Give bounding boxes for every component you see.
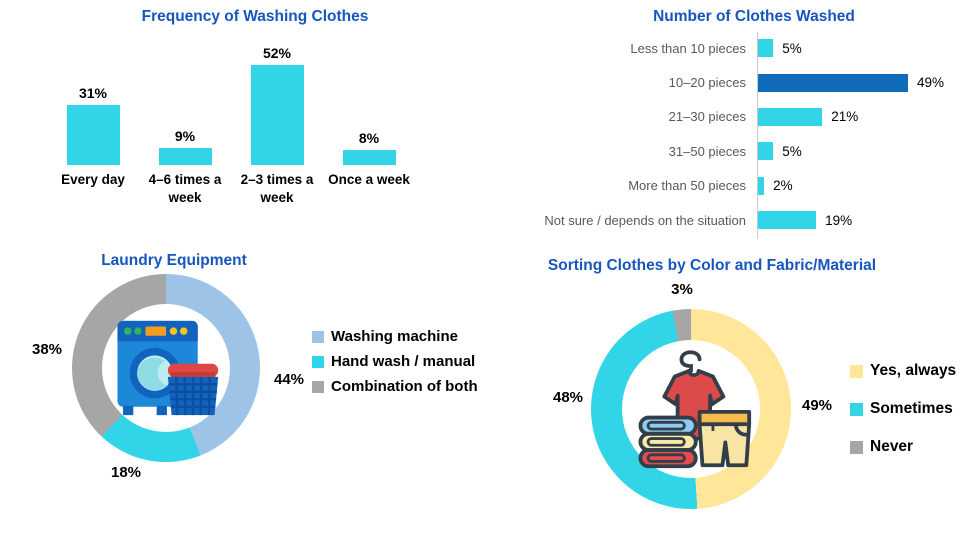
bar-value-label: 31% <box>78 85 108 102</box>
bar-category-label: 10–20 pieces <box>530 75 758 90</box>
donut-value-label: 3% <box>671 281 693 298</box>
legend-swatch <box>850 440 863 454</box>
bar-value-label: 19% <box>825 212 853 228</box>
bar-category-label: 31–50 pieces <box>530 144 758 159</box>
clothes-icon <box>638 350 752 469</box>
legend-label: Hand wash / manual <box>331 353 476 370</box>
bar <box>158 147 212 165</box>
donut-value-label: 44% <box>273 371 305 388</box>
donut-value-label: 49% <box>801 397 833 414</box>
bar-row: 21–30 pieces 21% <box>530 100 972 134</box>
bar-group: 9% 4–6 times a week <box>139 0 231 230</box>
bar-row: Not sure / depends on the situation 19% <box>530 203 972 237</box>
legend-swatch <box>850 402 863 416</box>
bar-stack: 31% <box>47 0 139 165</box>
bar-category-label: Not sure / depends on the situation <box>530 213 758 228</box>
chart-sorting-clothes: Sorting Clothes by Color and Fabric/Mate… <box>490 245 972 553</box>
chart-number-of-clothes-washed: Number of Clothes Washed Less than 10 pi… <box>530 0 972 245</box>
bar-category-label: More than 50 pieces <box>530 178 758 193</box>
sorting-clothes-legend: Yes, always Sometimes Never <box>850 352 956 466</box>
donut-value-label: 18% <box>110 464 142 481</box>
bar-row: 31–50 pieces 5% <box>530 134 972 168</box>
bar <box>758 107 823 126</box>
bar-value-label: 8% <box>358 129 380 146</box>
bar-category-text: 10–20 pieces <box>668 75 746 91</box>
legend-swatch <box>312 355 324 368</box>
laundry-equipment-donut <box>72 274 260 462</box>
bar <box>250 65 304 165</box>
category-axis-line <box>757 32 758 239</box>
legend-swatch <box>312 330 324 343</box>
bar-value-label: 5% <box>782 40 802 56</box>
laundry-equipment-legend: Washing machine Hand wash / manual Combina… <box>312 324 478 399</box>
chart-title: Number of Clothes Washed <box>653 8 855 25</box>
legend-label: Never <box>870 438 914 455</box>
bar <box>66 105 120 165</box>
bar-stack: 9% <box>139 0 231 165</box>
bar-category-label: 4–6 times a week <box>148 172 222 205</box>
bar <box>758 73 908 92</box>
bar-category-text: 21–30 pieces <box>668 109 746 125</box>
legend-swatch <box>312 380 324 393</box>
bar-stack: 52% <box>231 0 323 165</box>
bar-category-label: 21–30 pieces <box>530 109 758 124</box>
bar-row: Less than 10 pieces 5% <box>530 31 972 65</box>
bar-value-label: 49% <box>916 75 944 91</box>
legend-label: Combination of both <box>331 378 478 395</box>
bar-category-label: 2–3 times a week <box>240 172 314 205</box>
donut-value-label: 38% <box>31 341 63 358</box>
legend-item: Never <box>850 428 956 466</box>
bar-row: 10–20 pieces 49% <box>530 65 972 99</box>
bar <box>758 176 765 195</box>
bar-value-label: 9% <box>174 127 196 144</box>
bar-category-label: Every day <box>61 172 125 187</box>
bar-group: 52% 2–3 times a week <box>231 0 323 230</box>
chart-title: Laundry Equipment <box>101 252 247 269</box>
bar-category-label: Once a week <box>328 172 410 187</box>
sorting-clothes-donut <box>591 309 791 509</box>
chart-title: Sorting Clothes by Color and Fabric/Mate… <box>547 257 877 274</box>
legend-item: Combination of both <box>312 374 478 399</box>
washing-machine-icon <box>117 320 219 416</box>
bar <box>758 211 817 230</box>
legend-swatch <box>850 364 863 378</box>
bar-category-text: More than 50 pieces <box>628 178 746 194</box>
donut-hole <box>622 340 760 478</box>
chart-laundry-equipment: Laundry Equipment <box>0 247 490 553</box>
bar <box>758 39 774 58</box>
donut-hole <box>102 304 230 432</box>
legend-item: Yes, always <box>850 352 956 390</box>
legend-label: Washing machine <box>331 328 458 345</box>
legend-item: Sometimes <box>850 390 956 428</box>
legend-item: Hand wash / manual <box>312 349 478 374</box>
legend-label: Sometimes <box>870 400 953 417</box>
clothes-washed-rows: Less than 10 pieces 5% 10–20 pieces 49% 21–3… <box>530 31 972 237</box>
legend-item: Washing machine <box>312 324 478 349</box>
bar-value-label: 21% <box>831 109 859 125</box>
chart-frequency-of-washing: Frequency of Washing Clothes 31% Every da… <box>0 0 490 245</box>
bar-category-text: 31–50 pieces <box>668 143 746 159</box>
bar <box>758 142 774 161</box>
bar-category-text: Not sure / depends on the situation <box>544 212 746 228</box>
bar-value-label: 5% <box>782 143 802 159</box>
bar <box>342 149 396 165</box>
legend-label: Yes, always <box>870 362 957 379</box>
donut-value-label: 48% <box>552 389 584 406</box>
bar-stack: 8% <box>323 0 415 165</box>
bar-category-label: Less than 10 pieces <box>530 41 758 56</box>
bar-value-label: 52% <box>262 45 292 62</box>
bar-value-label: 2% <box>773 178 793 194</box>
bar-row: More than 50 pieces 2% <box>530 169 972 203</box>
chart-title: Frequency of Washing Clothes <box>141 8 369 25</box>
bar-group: 31% Every day <box>47 0 139 230</box>
bar-category-text: Less than 10 pieces <box>630 40 746 56</box>
bar-group: 8% Once a week <box>323 0 415 230</box>
